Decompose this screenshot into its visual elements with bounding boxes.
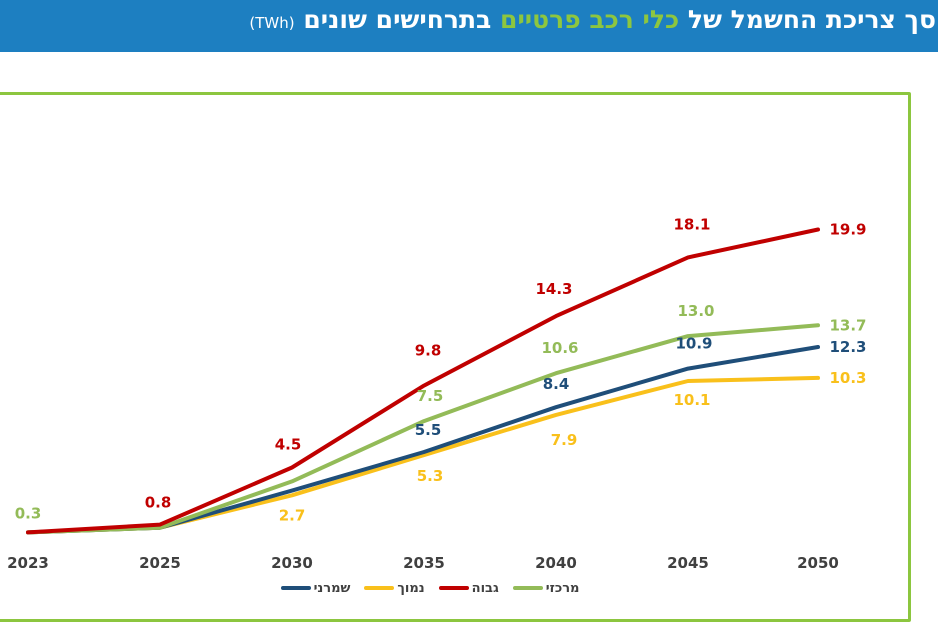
data-label: 10.1: [673, 391, 710, 409]
header-separator: [0, 52, 938, 60]
title-main: סך צריכת החשמל של: [687, 5, 936, 34]
legend-label: נמוך: [397, 580, 425, 596]
legend-label: גבוה: [471, 580, 499, 596]
data-label: 10.3: [829, 369, 866, 387]
legend-swatch: [512, 586, 543, 590]
data-label: 18.1: [673, 215, 710, 233]
data-label: 14.3: [535, 280, 572, 298]
data-label: 19.9: [829, 221, 866, 239]
data-label: 7.5: [417, 387, 444, 405]
header-bar: סך צריכת החשמל של כלי רכב פרטיים בתרחישי…: [0, 0, 938, 52]
series-line-0: [26, 323, 820, 535]
legend-label: מרכזי: [545, 580, 580, 596]
title-highlight: כלי רכב פרטיים: [500, 5, 680, 34]
data-label: 10.6: [541, 339, 578, 357]
data-label: 0.8: [145, 494, 172, 512]
legend-item: מרכזי: [512, 580, 580, 596]
series-line-1: [26, 227, 820, 535]
x-tick-label: 2025: [139, 554, 181, 572]
chart-legend: מרכזי גבוה נמוך שמרני: [260, 578, 600, 598]
data-label: 13.7: [829, 316, 866, 334]
data-label: 9.8: [415, 342, 442, 360]
legend-swatch: [364, 586, 395, 590]
data-label: 12.3: [829, 338, 866, 356]
data-label: 7.9: [551, 431, 578, 449]
legend-swatch: [280, 586, 311, 590]
data-label: 0.3: [15, 504, 42, 522]
data-labels: 0.3 7.5 10.6 13.0 13.7 0.8 4.5 9.8 14.3 18.1 19.9 2…: [15, 215, 867, 524]
x-tick-label: 2030: [271, 554, 313, 572]
legend-label: שמרני: [313, 580, 351, 596]
legend-swatch: [438, 586, 469, 590]
data-label: 5.5: [415, 421, 442, 439]
data-label: 13.0: [677, 302, 714, 320]
x-tick-label: 2023: [7, 554, 49, 572]
data-label: 4.5: [275, 436, 302, 454]
data-label: 10.9: [675, 335, 712, 353]
data-label: 2.7: [279, 506, 306, 524]
legend-item: נמוך: [364, 580, 425, 596]
legend-item: גבוה: [438, 580, 499, 596]
x-tick-label: 2040: [535, 554, 577, 572]
legend-item: שמרני: [280, 580, 351, 596]
x-tick-label: 2050: [797, 554, 839, 572]
x-tick-label: 2045: [667, 554, 709, 572]
line-chart: 0.3 7.5 10.6 13.0 13.7 0.8 4.5 9.8 14.3 18.1 19.9 2…: [7, 215, 867, 572]
title-unit: (TWh): [249, 14, 295, 32]
x-axis-ticks: 2023 2025 2030 2035 2040 2045 2050: [7, 554, 839, 572]
title-end: בתרחישים שונים: [303, 5, 492, 34]
series-lines: [26, 227, 820, 535]
data-label: 5.3: [417, 467, 444, 485]
x-tick-label: 2035: [403, 554, 445, 572]
data-label: 8.4: [543, 375, 570, 393]
page-title: סך צריכת החשמל של כלי רכב פרטיים בתרחישי…: [249, 0, 936, 52]
